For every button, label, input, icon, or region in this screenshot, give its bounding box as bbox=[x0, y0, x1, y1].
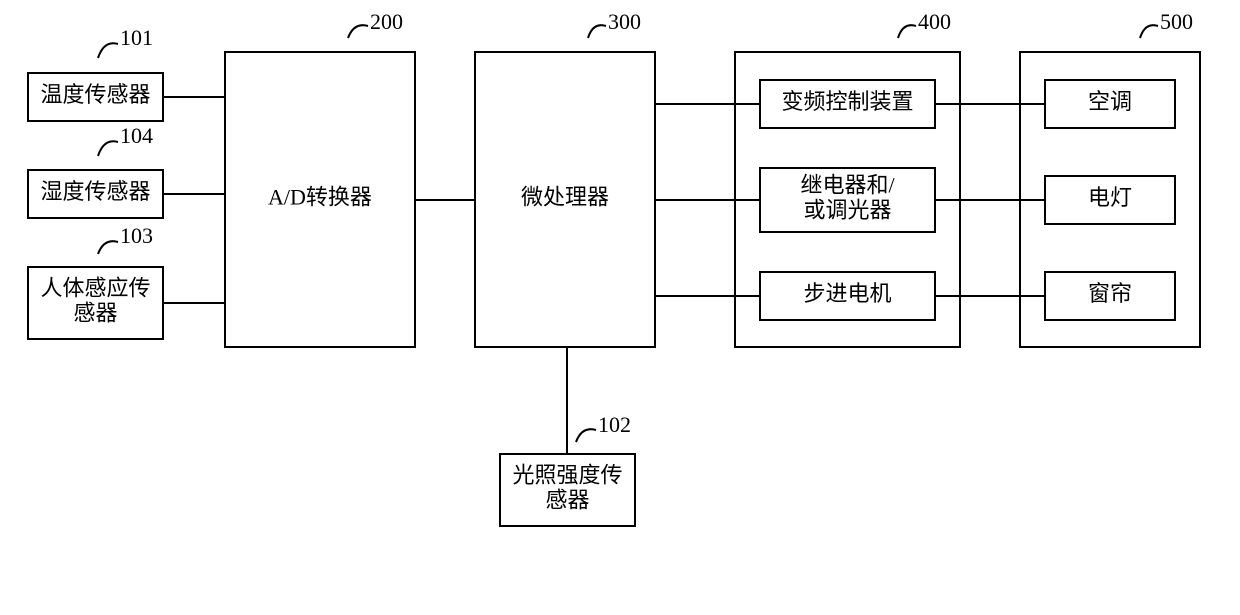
label-s102: 光照强度传 bbox=[512, 462, 622, 487]
label-mcu: 微处理器 bbox=[521, 185, 609, 210]
leader-s103 bbox=[98, 241, 118, 254]
leader-s101 bbox=[98, 43, 118, 58]
ref-ctrl_group: 400 bbox=[918, 9, 951, 34]
leader-ctrl_group bbox=[898, 25, 916, 38]
label-s104: 湿度传感器 bbox=[40, 179, 150, 204]
leader-s102 bbox=[576, 429, 596, 442]
label-c2: 继电器和/ bbox=[800, 172, 895, 197]
ref-mcu: 300 bbox=[608, 9, 641, 34]
label-s101: 温度传感器 bbox=[40, 82, 150, 107]
leader-adc bbox=[348, 25, 368, 38]
ref-s104: 104 bbox=[120, 123, 153, 148]
label-c3: 步进电机 bbox=[803, 281, 891, 306]
label-o2: 电灯 bbox=[1088, 185, 1132, 210]
leader-mcu bbox=[588, 25, 606, 38]
label-c2: 或调光器 bbox=[803, 198, 891, 223]
label-o1: 空调 bbox=[1088, 89, 1132, 114]
leader-out_group bbox=[1140, 25, 1158, 38]
label-adc: A/D转换器 bbox=[268, 185, 372, 210]
ref-s103: 103 bbox=[120, 223, 153, 248]
ref-s102: 102 bbox=[598, 412, 631, 437]
label-o3: 窗帘 bbox=[1088, 281, 1132, 306]
ref-adc: 200 bbox=[370, 9, 403, 34]
label-c1: 变频控制装置 bbox=[781, 89, 913, 114]
ref-out_group: 500 bbox=[1160, 9, 1193, 34]
label-s103: 感器 bbox=[73, 301, 117, 326]
leader-s104 bbox=[98, 141, 118, 156]
ref-s101: 101 bbox=[120, 25, 153, 50]
label-s102: 感器 bbox=[545, 488, 589, 513]
label-s103: 人体感应传 bbox=[40, 275, 150, 300]
